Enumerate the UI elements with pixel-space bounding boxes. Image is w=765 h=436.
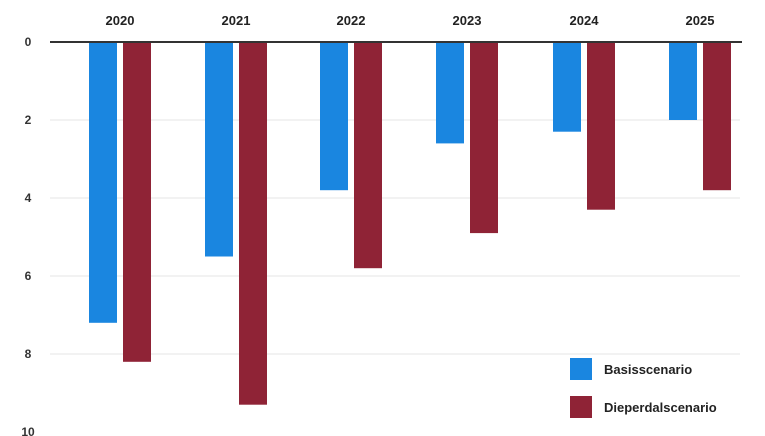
bar-basisscenario-2021 (205, 42, 233, 257)
y-tick-label: 8 (25, 347, 32, 361)
bar-basisscenario-2024 (553, 42, 581, 132)
y-tick-label: 10 (21, 425, 35, 436)
y-tick-label: 6 (25, 269, 32, 283)
bar-dieperdalscenario-2025 (703, 42, 731, 191)
bar-dieperdalscenario-2024 (587, 42, 615, 210)
category-label: 2024 (570, 13, 600, 28)
bar-dieperdalscenario-2020 (123, 42, 151, 362)
y-tick-label: 2 (25, 113, 32, 127)
y-tick-label: 4 (25, 191, 32, 205)
category-label: 2020 (106, 13, 135, 28)
legend-label: Dieperdalscenario (604, 400, 717, 415)
bar-basisscenario-2023 (436, 42, 464, 144)
bar-dieperdalscenario-2022 (354, 42, 382, 269)
bar-dieperdalscenario-2021 (239, 42, 267, 405)
category-label: 2025 (686, 13, 715, 28)
y-axis-ticks: 0 2 4 6 8 10 (21, 35, 35, 436)
category-label: 2021 (222, 13, 251, 28)
category-labels: 2020 2021 2022 2023 2024 2025 (106, 13, 715, 28)
category-label: 2023 (453, 13, 482, 28)
legend-swatch (570, 358, 592, 380)
legend: Basisscenario Dieperdalscenario (570, 358, 717, 418)
gridlines (50, 119, 740, 355)
category-label: 2022 (337, 13, 366, 28)
bar-basisscenario-2020 (89, 42, 117, 323)
legend-swatch (570, 396, 592, 418)
bars (89, 42, 731, 405)
legend-label: Basisscenario (604, 362, 692, 377)
bar-basisscenario-2022 (320, 42, 348, 191)
bar-dieperdalscenario-2023 (470, 42, 498, 234)
y-tick-label: 0 (25, 35, 32, 49)
bar-basisscenario-2025 (669, 42, 697, 120)
